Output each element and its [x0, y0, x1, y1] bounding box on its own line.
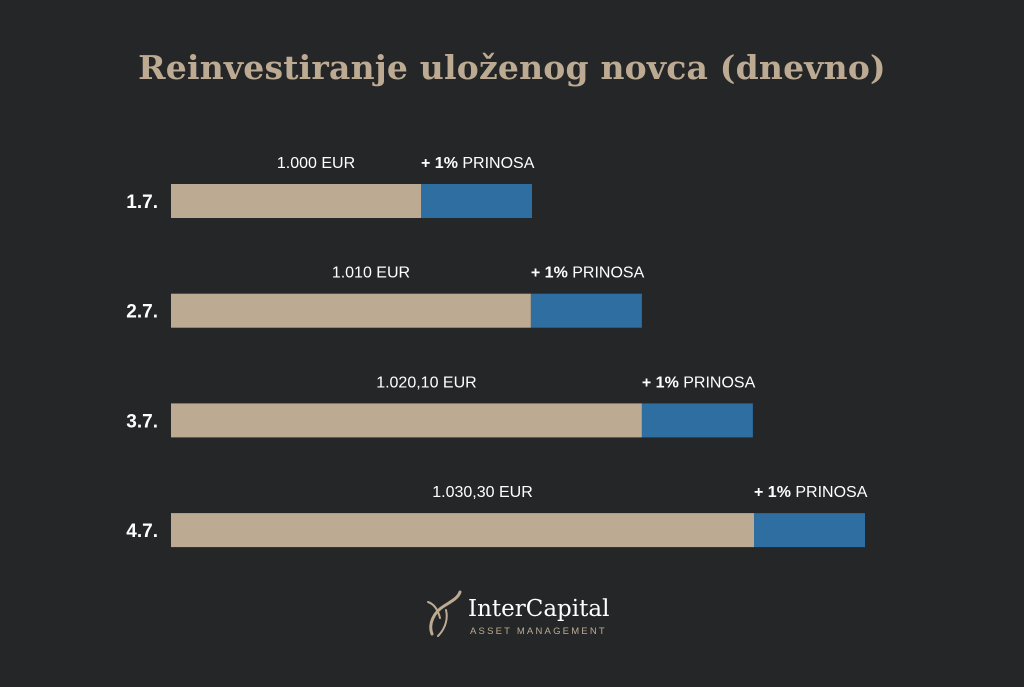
yield-bar	[754, 513, 865, 548]
intercapital-logo: InterCapital ASSET MANAGEMENT	[424, 588, 614, 640]
date-label: 1.7.	[126, 192, 158, 213]
principal-bar	[171, 293, 531, 328]
yield-label: + 1% PRINOSA	[421, 155, 535, 172]
logo-subtitle: ASSET MANAGEMENT	[470, 626, 607, 637]
principal-bar	[171, 403, 642, 438]
principal-bar	[171, 184, 421, 218]
amount-label: 1.010 EUR	[332, 265, 410, 282]
yield-label: + 1% PRINOSA	[642, 374, 756, 391]
amount-label: 1.000 EUR	[277, 155, 355, 172]
yield-bar	[530, 293, 642, 328]
principal-bar	[171, 513, 754, 548]
amount-label: 1.030,30 EUR	[432, 484, 533, 501]
logo-name: InterCapital	[468, 596, 610, 622]
chart-title: Reinvestiranje uloženog novca (dnevno)	[138, 48, 886, 87]
intercapital-swirl-icon	[427, 590, 462, 637]
date-label: 4.7.	[126, 521, 158, 542]
yield-label: + 1% PRINOSA	[531, 265, 645, 282]
yield-bar	[421, 184, 532, 218]
yield-label: + 1% PRINOSA	[754, 484, 868, 501]
amount-label: 1.020,10 EUR	[376, 374, 477, 391]
yield-bar	[641, 403, 753, 438]
date-label: 2.7.	[126, 302, 158, 323]
date-label: 3.7.	[126, 411, 158, 432]
